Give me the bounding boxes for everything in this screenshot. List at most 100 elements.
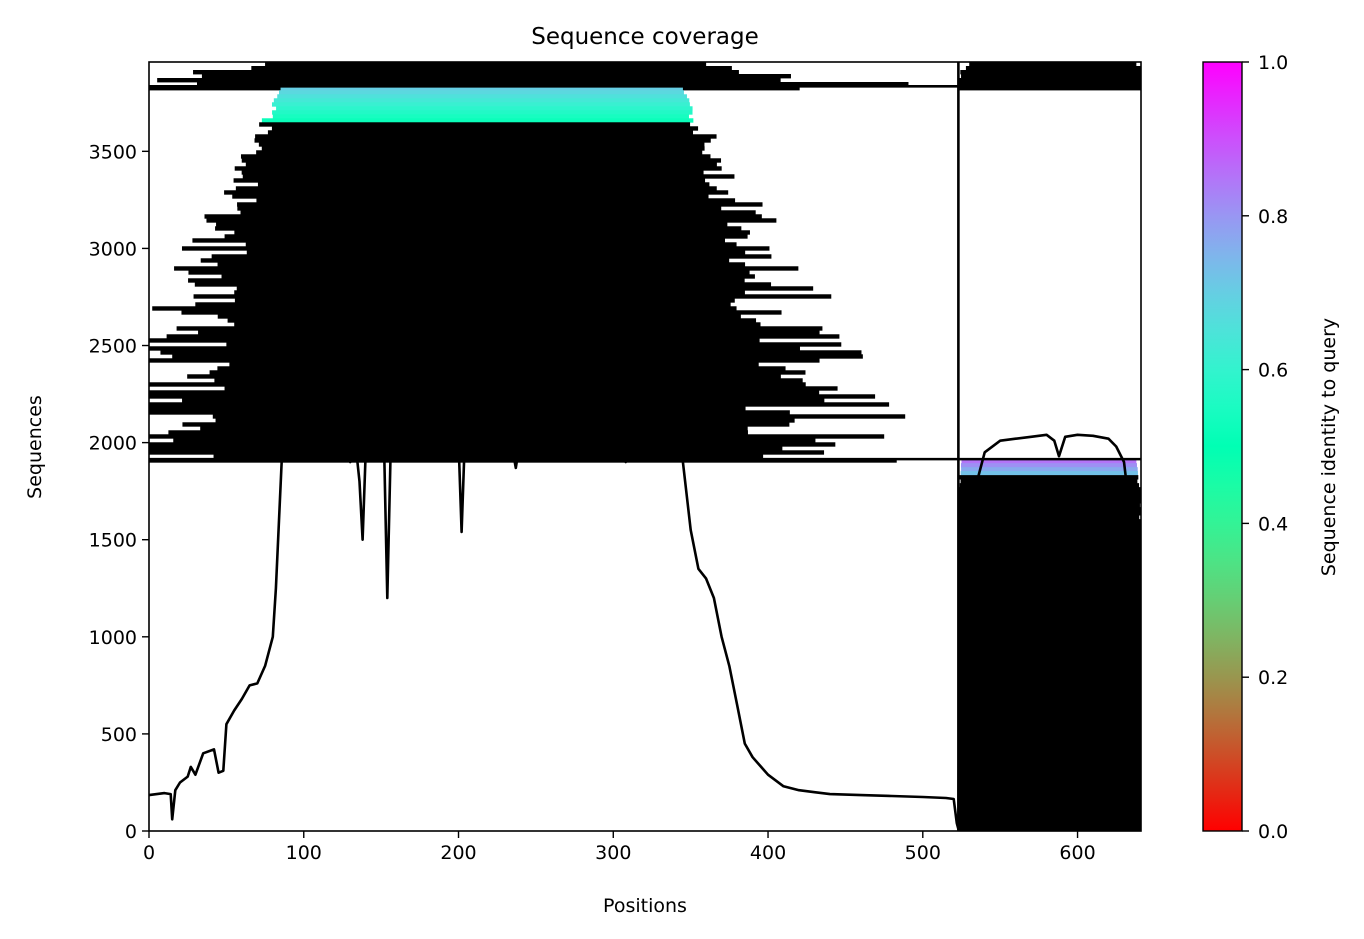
coverage-row	[958, 611, 1141, 616]
coverage-row	[245, 162, 717, 167]
coverage-row	[958, 671, 1141, 676]
y-tick-label: 0	[125, 821, 137, 843]
coverage-row	[958, 659, 1141, 664]
coverage-row	[188, 270, 750, 275]
colorbar-tick-label: 0.0	[1258, 821, 1288, 843]
coverage-row	[958, 751, 1141, 756]
coverage-row	[261, 118, 694, 123]
coverage-row	[172, 354, 863, 359]
block-dividers	[149, 62, 1141, 831]
coverage-row	[192, 238, 725, 243]
coverage-row	[160, 350, 862, 355]
coverage-row	[226, 342, 842, 347]
coverage-row	[958, 559, 1141, 564]
coverage-row	[149, 406, 746, 411]
coverage-row	[149, 402, 890, 407]
coverage-row	[280, 86, 683, 91]
colorbar-tick-label: 1.0	[1258, 52, 1288, 74]
coverage-row	[958, 819, 1141, 824]
coverage-row	[241, 170, 704, 175]
coverage-row	[958, 707, 1141, 712]
coverage-row	[193, 70, 739, 75]
coverage-row	[960, 70, 1141, 75]
coverage-row	[958, 515, 1140, 520]
x-tick-label: 600	[1059, 842, 1095, 864]
coverage-row	[176, 326, 823, 331]
coverage-row	[958, 555, 1141, 560]
coverage-row	[958, 643, 1141, 648]
y-tick-label: 3500	[89, 141, 137, 163]
coverage-row	[204, 214, 762, 219]
coverage-row	[166, 334, 840, 339]
coverage-row	[235, 186, 717, 191]
x-tick-label: 0	[143, 842, 155, 864]
coverage-row	[224, 386, 838, 391]
coverage-row	[958, 715, 1141, 720]
coverage-row	[182, 398, 825, 403]
x-axis: 0 100 200 300 400 500 600	[143, 831, 1096, 864]
y-tick-label: 3000	[89, 238, 137, 260]
coverage-row	[961, 74, 1141, 79]
coverage-row	[256, 198, 736, 203]
coverage-row	[958, 627, 1141, 632]
coverage-row	[958, 719, 1141, 724]
coverage-row	[958, 739, 1141, 744]
coverage-row	[195, 302, 731, 307]
coverage-row	[237, 202, 763, 207]
coverage-row	[240, 210, 756, 215]
coverage-row	[958, 551, 1141, 556]
colorbar-tick-label: 0.6	[1258, 360, 1288, 382]
coverage-row	[261, 146, 705, 151]
coverage-row	[149, 450, 825, 455]
coverage-row	[958, 491, 1141, 496]
coverage-row	[958, 699, 1141, 704]
coverage-row	[272, 114, 689, 119]
coverage-row	[958, 811, 1141, 816]
coverage-row	[958, 623, 1141, 628]
coverage-row	[958, 803, 1141, 808]
coverage-row	[958, 519, 1141, 524]
colorbar-tick-label: 0.8	[1258, 206, 1288, 228]
coverage-row	[958, 507, 1141, 512]
y-tick-label: 2500	[89, 336, 137, 358]
coverage-row	[958, 667, 1141, 672]
coverage-row	[277, 94, 687, 99]
coverage-row	[958, 779, 1141, 784]
coverage-row	[958, 571, 1141, 576]
plot-frame	[148, 61, 1142, 832]
coverage-row	[272, 110, 693, 115]
coverage-row	[958, 495, 1141, 500]
coverage-row	[958, 651, 1141, 656]
coverage-row	[273, 98, 690, 103]
coverage-row	[149, 458, 897, 463]
coverage-row	[958, 539, 1141, 544]
coverage-row	[193, 294, 832, 299]
coverage-row	[245, 242, 737, 247]
coverage-row	[168, 430, 748, 435]
coverage-row	[234, 322, 761, 327]
y-tick-label: 500	[101, 724, 137, 746]
coverage-row	[958, 763, 1141, 768]
coverage-row	[958, 663, 1141, 668]
x-tick-label: 200	[440, 842, 476, 864]
coverage-row	[958, 755, 1141, 760]
coverage-row	[958, 771, 1141, 776]
coverage-row	[958, 563, 1141, 568]
coverage-row	[958, 531, 1141, 536]
coverage-row	[958, 747, 1141, 752]
coverage-row	[958, 767, 1141, 772]
x-tick-label: 400	[750, 842, 786, 864]
coverage-row	[958, 815, 1141, 820]
coverage-row	[958, 615, 1141, 620]
coverage-row	[958, 807, 1141, 812]
coverage-row	[958, 823, 1141, 828]
coverage-row	[958, 799, 1141, 804]
coverage-row	[958, 647, 1141, 652]
coverage-row	[255, 134, 717, 139]
coverage-row	[242, 174, 735, 179]
x-tick-label: 100	[286, 842, 322, 864]
colorbar: 0.0 0.2 0.4 0.6 0.8 1.0	[1202, 52, 1288, 843]
coverage-row	[221, 274, 755, 279]
coverage-row	[216, 222, 728, 227]
coverage-row	[958, 575, 1141, 580]
